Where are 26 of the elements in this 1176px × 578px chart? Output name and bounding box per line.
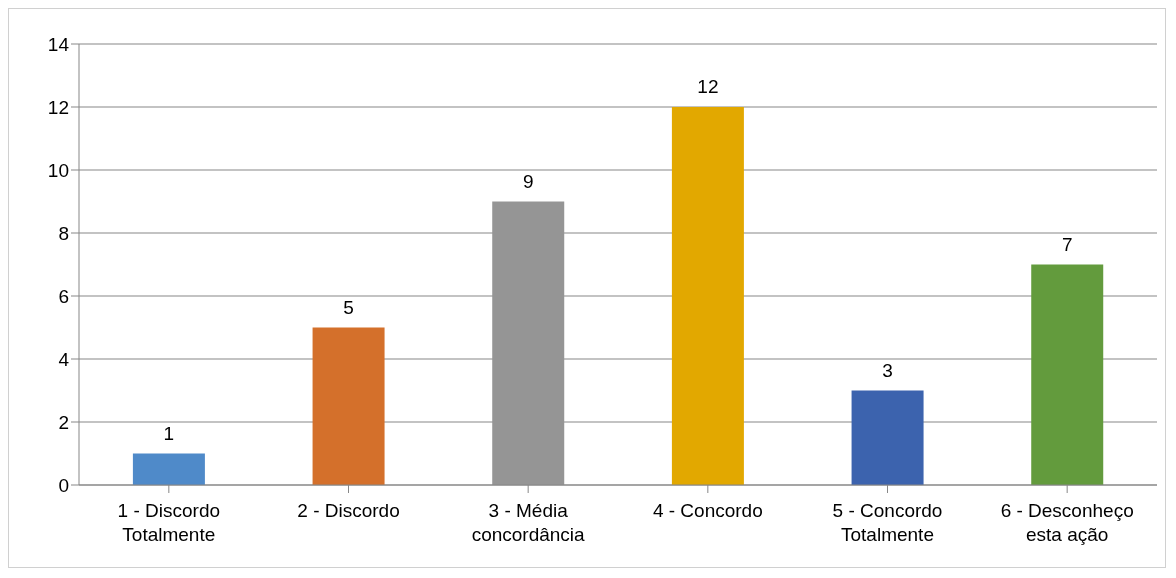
y-tick-label: 10 <box>47 159 69 181</box>
y-tick-label: 6 <box>58 285 69 307</box>
x-tick-label: 4 - Concordo <box>652 500 763 521</box>
y-tick-label: 14 <box>47 33 70 55</box>
y-tick-label: 8 <box>58 222 69 244</box>
y-tick-label: 2 <box>58 411 69 433</box>
x-tick-label: 2 - Discordo <box>297 500 400 521</box>
x-tick-label: 3 - Média concordância <box>471 500 586 545</box>
x-tick-label: 1 - Discordo Totalmente <box>117 500 221 545</box>
bar <box>1031 264 1104 485</box>
data-label: 9 <box>522 170 534 192</box>
bar <box>671 107 744 485</box>
x-tick-label: 5 - Concordo Totalmente <box>832 500 943 545</box>
data-label: 3 <box>882 359 893 381</box>
x-tick-label: 6 - Desconheço esta ação <box>1000 500 1134 545</box>
data-label: 12 <box>697 76 719 97</box>
bar <box>312 327 385 485</box>
data-label: 1 <box>163 422 175 444</box>
bar <box>132 453 205 485</box>
data-label: 5 <box>343 296 354 318</box>
data-label: 7 <box>1061 233 1073 255</box>
y-tick-label: 12 <box>47 96 69 118</box>
y-tick-label: 0 <box>58 474 69 496</box>
bar <box>851 390 924 485</box>
bar <box>492 201 565 485</box>
y-tick-label: 4 <box>58 348 70 370</box>
